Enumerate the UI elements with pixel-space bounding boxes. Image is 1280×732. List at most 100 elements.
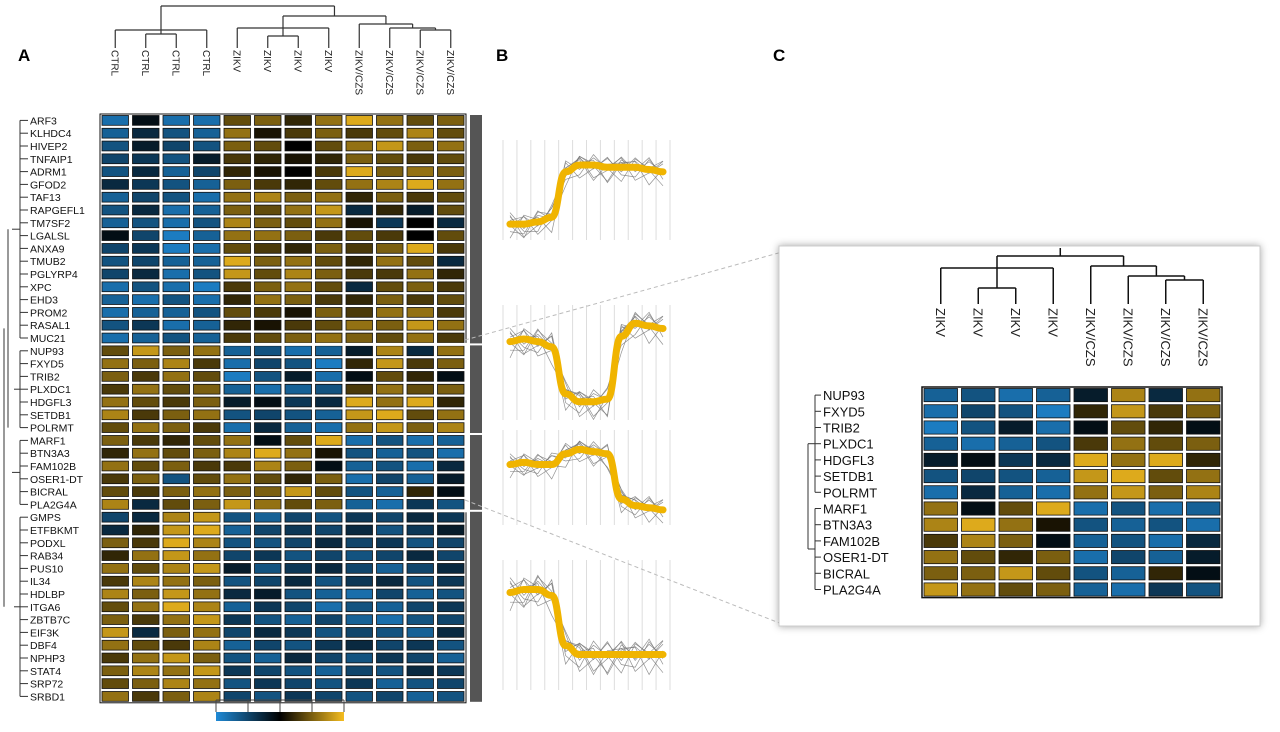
heatmap-cell xyxy=(315,627,343,638)
heatmap-cell xyxy=(254,319,282,331)
heatmap-cell xyxy=(406,447,434,459)
heatmap-cell xyxy=(193,319,221,331)
inset-heatmap-cell xyxy=(1148,420,1183,435)
heatmap-cell xyxy=(406,639,434,651)
heatmap-cell xyxy=(284,383,312,395)
inset-heatmap-cell xyxy=(1073,501,1108,516)
heatmap-cell xyxy=(437,486,465,497)
inset-heatmap-cell xyxy=(1036,550,1071,565)
inset-heatmap-cell xyxy=(998,533,1033,548)
heatmap-cell xyxy=(437,665,465,677)
heatmap-cell xyxy=(406,153,434,165)
heatmap-cell xyxy=(101,614,129,625)
heatmap-cell xyxy=(162,639,190,651)
heatmap-cell xyxy=(254,627,282,638)
zoom-connector xyxy=(464,251,783,341)
heatmap-cell xyxy=(376,204,404,216)
heatmap-cell xyxy=(315,345,343,357)
heatmap-cell xyxy=(345,447,373,459)
row-label: TM7SF2 xyxy=(30,218,70,230)
inset-heatmap-cell xyxy=(998,436,1033,451)
heatmap-cell xyxy=(345,422,373,433)
inset-heatmap-cell xyxy=(961,533,996,548)
heatmap-cell xyxy=(284,652,312,664)
row-label: RAPGEFL1 xyxy=(30,205,85,217)
heatmap-cell xyxy=(406,268,434,280)
heatmap-cell xyxy=(406,499,434,510)
heatmap-cell xyxy=(162,409,190,421)
heatmap-cell xyxy=(223,371,251,382)
heatmap-cell xyxy=(376,319,404,331)
inset-row-label: PLA2G4A xyxy=(823,583,881,598)
heatmap-cell xyxy=(315,563,343,574)
heatmap-cell xyxy=(193,281,221,293)
heatmap-cell xyxy=(193,601,221,613)
heatmap-cell xyxy=(223,396,251,408)
inset-heatmap-cell xyxy=(1148,582,1183,597)
heatmap-cell xyxy=(376,153,404,165)
heatmap-cell xyxy=(223,614,251,625)
inset-heatmap-frame xyxy=(921,386,1223,599)
heatmap-cell xyxy=(101,255,129,267)
heatmap-cell xyxy=(254,396,282,408)
inset-heatmap-cell xyxy=(961,420,996,435)
heatmap-cell xyxy=(345,627,373,638)
heatmap-cell xyxy=(101,268,129,280)
heatmap-cell xyxy=(376,614,404,625)
heatmap-cell xyxy=(406,435,434,446)
inset-heatmap-cell xyxy=(1148,566,1183,581)
heatmap-cell xyxy=(101,332,129,344)
row-label: ADRM1 xyxy=(30,167,67,179)
heatmap-cell xyxy=(284,204,312,216)
heatmap-cell xyxy=(101,153,129,165)
heatmap-cell xyxy=(254,588,282,600)
heatmap-cell xyxy=(437,230,465,241)
heatmap-cell xyxy=(284,665,312,677)
heatmap-cell xyxy=(162,627,190,638)
inset-heatmap-cell xyxy=(1186,582,1221,597)
inset-heatmap-cell xyxy=(998,420,1033,435)
inset-heatmap-cell xyxy=(1036,388,1071,403)
inset-heatmap-cell xyxy=(923,550,958,565)
heatmap-cell xyxy=(315,447,343,459)
inset-heatmap-cell xyxy=(923,404,958,419)
row-label: TMUB2 xyxy=(30,256,66,268)
inset-heatmap-cell xyxy=(923,517,958,532)
inset-row-label: NUP93 xyxy=(823,388,865,403)
inset-row-label: HDGFL3 xyxy=(823,453,874,468)
heatmap-cell xyxy=(345,409,373,421)
heatmap-cell xyxy=(376,473,404,485)
heatmap-cell xyxy=(437,153,465,165)
column-dendrogram-branch xyxy=(282,15,387,28)
heatmap-cell xyxy=(101,563,129,574)
heatmap-cell xyxy=(193,255,221,267)
heatmap-cell xyxy=(345,115,373,126)
row-label: SRP72 xyxy=(30,679,63,691)
row-label: NPHP3 xyxy=(30,653,65,665)
heatmap-cell xyxy=(315,473,343,485)
inset-heatmap-cell xyxy=(998,485,1033,500)
inset-heatmap-cell xyxy=(998,469,1033,484)
heatmap-cell xyxy=(101,550,129,561)
gene-profile-line xyxy=(509,577,664,673)
heatmap-cell xyxy=(162,396,190,408)
heatmap-cell xyxy=(437,140,465,152)
inset-heatmap-cell xyxy=(1148,388,1183,403)
heatmap-cell xyxy=(162,358,190,369)
heatmap-cell xyxy=(254,511,282,523)
heatmap-cell xyxy=(376,268,404,280)
inset-heatmap-cell xyxy=(1148,533,1183,548)
heatmap-cell xyxy=(162,575,190,587)
inset-heatmap-cell xyxy=(998,582,1033,597)
heatmap-cell xyxy=(193,396,221,408)
heatmap-cell xyxy=(284,563,312,574)
heatmap-cell xyxy=(162,550,190,561)
row-label: PUS10 xyxy=(30,563,63,575)
heatmap-cell xyxy=(193,383,221,395)
heatmap-cell xyxy=(132,575,160,587)
heatmap-cell xyxy=(223,550,251,561)
inset-heatmap-cell xyxy=(1036,404,1071,419)
heatmap-cell xyxy=(315,460,343,472)
cluster-trend-line xyxy=(506,319,667,406)
heatmap-cell xyxy=(315,153,343,165)
